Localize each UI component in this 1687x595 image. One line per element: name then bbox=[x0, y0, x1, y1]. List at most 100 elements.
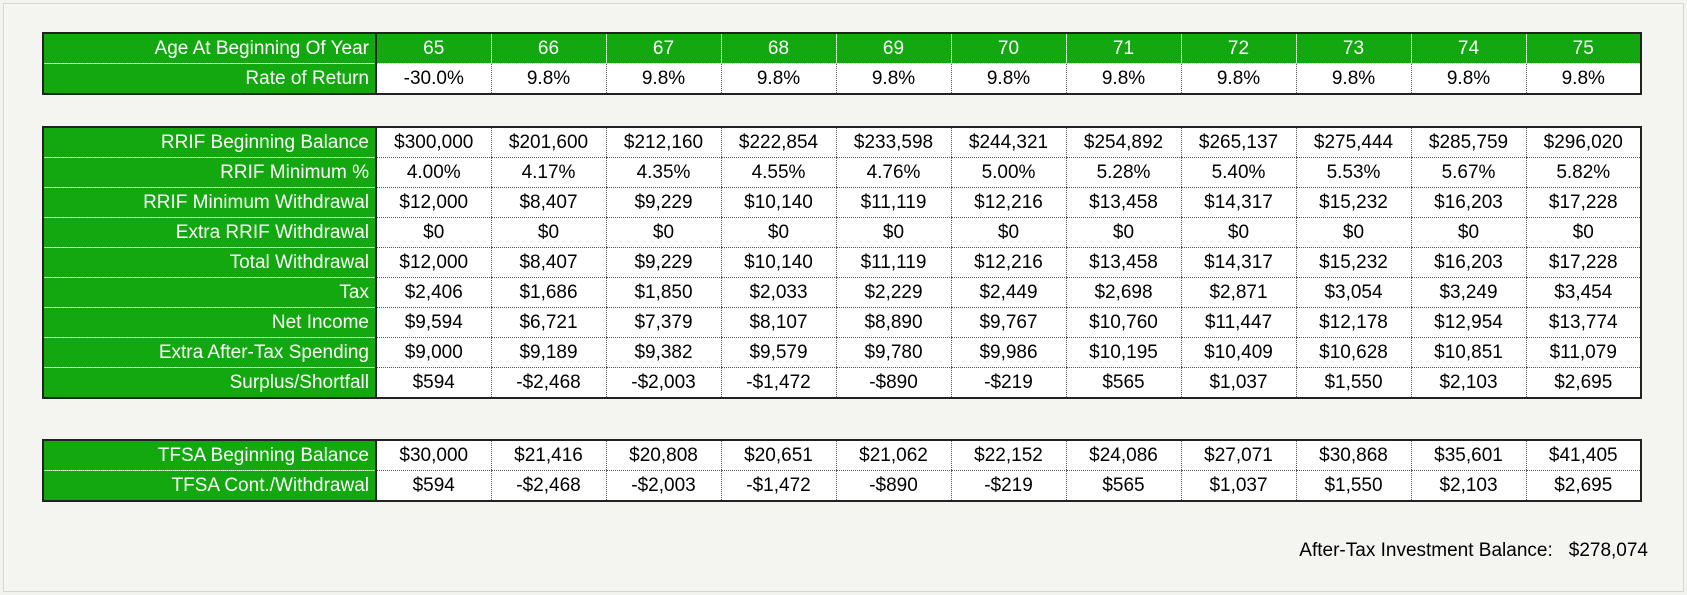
net-income-cell[interactable]: $13,774 bbox=[1525, 307, 1641, 338]
extra-rrif-withdrawal-cell[interactable]: $0 bbox=[1410, 217, 1526, 248]
surplus-shortfall-cell[interactable]: $2,695 bbox=[1525, 367, 1641, 398]
net-income-cell[interactable]: $12,178 bbox=[1295, 307, 1411, 338]
rrif-beginning-balance-cell[interactable]: $296,020 bbox=[1525, 127, 1641, 158]
rate-cell[interactable]: 9.8% bbox=[490, 63, 606, 94]
rrif-minimum-cell[interactable]: 5.00% bbox=[950, 157, 1066, 188]
total-withdrawal-cell[interactable]: $10,140 bbox=[720, 247, 836, 278]
rrif-minimum-withdrawal-cell[interactable]: $13,458 bbox=[1065, 187, 1181, 218]
surplus-shortfall-cell[interactable]: -$890 bbox=[835, 367, 951, 398]
tfsa-beginning-balance-cell[interactable]: $21,416 bbox=[490, 440, 606, 471]
rate-cell[interactable]: 9.8% bbox=[605, 63, 721, 94]
net-income-label[interactable]: Net Income bbox=[43, 307, 377, 338]
surplus-shortfall-cell[interactable]: $2,103 bbox=[1410, 367, 1526, 398]
extra-rrif-withdrawal-cell[interactable]: $0 bbox=[605, 217, 721, 248]
extra-after-tax-spending-cell[interactable]: $11,079 bbox=[1525, 337, 1641, 368]
rate-cell[interactable]: 9.8% bbox=[1525, 63, 1641, 94]
age-cell[interactable]: 68 bbox=[720, 33, 836, 64]
rrif-minimum-withdrawal-cell[interactable]: $16,203 bbox=[1410, 187, 1526, 218]
total-withdrawal-cell[interactable]: $14,317 bbox=[1180, 247, 1296, 278]
age-cell[interactable]: 75 bbox=[1525, 33, 1641, 64]
rrif-minimum-cell[interactable]: 4.35% bbox=[605, 157, 721, 188]
extra-after-tax-spending-cell[interactable]: $9,189 bbox=[490, 337, 606, 368]
tfsa-cont-withdrawal-cell[interactable]: -$890 bbox=[835, 470, 951, 501]
rrif-beginning-balance-cell[interactable]: $233,598 bbox=[835, 127, 951, 158]
rrif-beginning-balance-cell[interactable]: $285,759 bbox=[1410, 127, 1526, 158]
surplus-shortfall-cell[interactable]: $1,550 bbox=[1295, 367, 1411, 398]
extra-after-tax-spending-cell[interactable]: $9,382 bbox=[605, 337, 721, 368]
age-cell[interactable]: 73 bbox=[1295, 33, 1411, 64]
total-withdrawal-cell[interactable]: $12,000 bbox=[375, 247, 491, 278]
total-withdrawal-cell[interactable]: $17,228 bbox=[1525, 247, 1641, 278]
tfsa-beginning-balance-cell[interactable]: $20,808 bbox=[605, 440, 721, 471]
surplus-shortfall-cell[interactable]: -$1,472 bbox=[720, 367, 836, 398]
net-income-cell[interactable]: $7,379 bbox=[605, 307, 721, 338]
tfsa-cont-withdrawal-cell[interactable]: -$1,472 bbox=[720, 470, 836, 501]
surplus-shortfall-cell[interactable]: -$2,003 bbox=[605, 367, 721, 398]
rate-of-return-label[interactable]: Rate of Return bbox=[43, 63, 377, 94]
total-withdrawal-cell[interactable]: $16,203 bbox=[1410, 247, 1526, 278]
tfsa-beginning-balance-cell[interactable]: $30,868 bbox=[1295, 440, 1411, 471]
tax-cell[interactable]: $2,406 bbox=[375, 277, 491, 308]
age-cell[interactable]: 74 bbox=[1410, 33, 1526, 64]
tax-cell[interactable]: $3,249 bbox=[1410, 277, 1526, 308]
rrif-beginning-balance-cell[interactable]: $265,137 bbox=[1180, 127, 1296, 158]
rrif-minimum-cell[interactable]: 4.55% bbox=[720, 157, 836, 188]
rate-cell[interactable]: 9.8% bbox=[720, 63, 836, 94]
rrif-minimum-cell[interactable]: 4.17% bbox=[490, 157, 606, 188]
extra-after-tax-spending-label[interactable]: Extra After-Tax Spending bbox=[43, 337, 377, 368]
rrif-beginning-balance-cell[interactable]: $254,892 bbox=[1065, 127, 1181, 158]
tfsa-cont-withdrawal-cell[interactable]: $594 bbox=[375, 470, 491, 501]
after-tax-balance-label[interactable]: After-Tax Investment Balance: bbox=[1299, 540, 1553, 561]
rrif-beginning-balance-label[interactable]: RRIF Beginning Balance bbox=[43, 127, 377, 158]
rate-cell[interactable]: 9.8% bbox=[1065, 63, 1181, 94]
extra-after-tax-spending-cell[interactable]: $9,000 bbox=[375, 337, 491, 368]
surplus-shortfall-cell[interactable]: $1,037 bbox=[1180, 367, 1296, 398]
tax-cell[interactable]: $2,449 bbox=[950, 277, 1066, 308]
rrif-beginning-balance-cell[interactable]: $300,000 bbox=[375, 127, 491, 158]
rate-cell[interactable]: 9.8% bbox=[1180, 63, 1296, 94]
extra-after-tax-spending-cell[interactable]: $10,628 bbox=[1295, 337, 1411, 368]
extra-rrif-withdrawal-cell[interactable]: $0 bbox=[950, 217, 1066, 248]
rate-cell[interactable]: 9.8% bbox=[950, 63, 1066, 94]
rrif-minimum-cell[interactable]: 5.40% bbox=[1180, 157, 1296, 188]
total-withdrawal-cell[interactable]: $11,119 bbox=[835, 247, 951, 278]
extra-rrif-withdrawal-cell[interactable]: $0 bbox=[1180, 217, 1296, 248]
tfsa-cont-withdrawal-cell[interactable]: -$219 bbox=[950, 470, 1066, 501]
total-withdrawal-cell[interactable]: $15,232 bbox=[1295, 247, 1411, 278]
extra-rrif-withdrawal-cell[interactable]: $0 bbox=[375, 217, 491, 248]
net-income-cell[interactable]: $8,107 bbox=[720, 307, 836, 338]
tfsa-cont-withdrawal-cell[interactable]: -$2,003 bbox=[605, 470, 721, 501]
rrif-minimum-withdrawal-label[interactable]: RRIF Minimum Withdrawal bbox=[43, 187, 377, 218]
tax-label[interactable]: Tax bbox=[43, 277, 377, 308]
tfsa-cont-withdrawal-cell[interactable]: $1,550 bbox=[1295, 470, 1411, 501]
tfsa-cont-withdrawal-cell[interactable]: -$2,468 bbox=[490, 470, 606, 501]
rate-cell[interactable]: 9.8% bbox=[1410, 63, 1526, 94]
rrif-minimum-withdrawal-cell[interactable]: $12,000 bbox=[375, 187, 491, 218]
rrif-minimum-withdrawal-cell[interactable]: $14,317 bbox=[1180, 187, 1296, 218]
surplus-shortfall-cell[interactable]: -$2,468 bbox=[490, 367, 606, 398]
tfsa-cont-withdrawal-cell[interactable]: $565 bbox=[1065, 470, 1181, 501]
tfsa-cont-withdrawal-cell[interactable]: $2,103 bbox=[1410, 470, 1526, 501]
tax-cell[interactable]: $2,033 bbox=[720, 277, 836, 308]
extra-after-tax-spending-cell[interactable]: $9,579 bbox=[720, 337, 836, 368]
age-cell[interactable]: 71 bbox=[1065, 33, 1181, 64]
rrif-minimum-withdrawal-cell[interactable]: $9,229 bbox=[605, 187, 721, 218]
extra-after-tax-spending-cell[interactable]: $9,986 bbox=[950, 337, 1066, 368]
net-income-cell[interactable]: $11,447 bbox=[1180, 307, 1296, 338]
rrif-minimum-cell[interactable]: 5.82% bbox=[1525, 157, 1641, 188]
tfsa-cont-withdrawal-cell[interactable]: $1,037 bbox=[1180, 470, 1296, 501]
tfsa-beginning-balance-cell[interactable]: $20,651 bbox=[720, 440, 836, 471]
tfsa-beginning-balance-cell[interactable]: $24,086 bbox=[1065, 440, 1181, 471]
tfsa-beginning-balance-cell[interactable]: $22,152 bbox=[950, 440, 1066, 471]
rrif-minimum-withdrawal-cell[interactable]: $12,216 bbox=[950, 187, 1066, 218]
rrif-minimum-cell[interactable]: 4.76% bbox=[835, 157, 951, 188]
tfsa-beginning-balance-label[interactable]: TFSA Beginning Balance bbox=[43, 440, 377, 471]
surplus-shortfall-cell[interactable]: $565 bbox=[1065, 367, 1181, 398]
tax-cell[interactable]: $3,454 bbox=[1525, 277, 1641, 308]
rrif-minimum-withdrawal-cell[interactable]: $11,119 bbox=[835, 187, 951, 218]
extra-after-tax-spending-cell[interactable]: $10,851 bbox=[1410, 337, 1526, 368]
net-income-cell[interactable]: $8,890 bbox=[835, 307, 951, 338]
extra-rrif-withdrawal-cell[interactable]: $0 bbox=[1525, 217, 1641, 248]
surplus-shortfall-cell[interactable]: -$219 bbox=[950, 367, 1066, 398]
rrif-minimum-withdrawal-cell[interactable]: $10,140 bbox=[720, 187, 836, 218]
